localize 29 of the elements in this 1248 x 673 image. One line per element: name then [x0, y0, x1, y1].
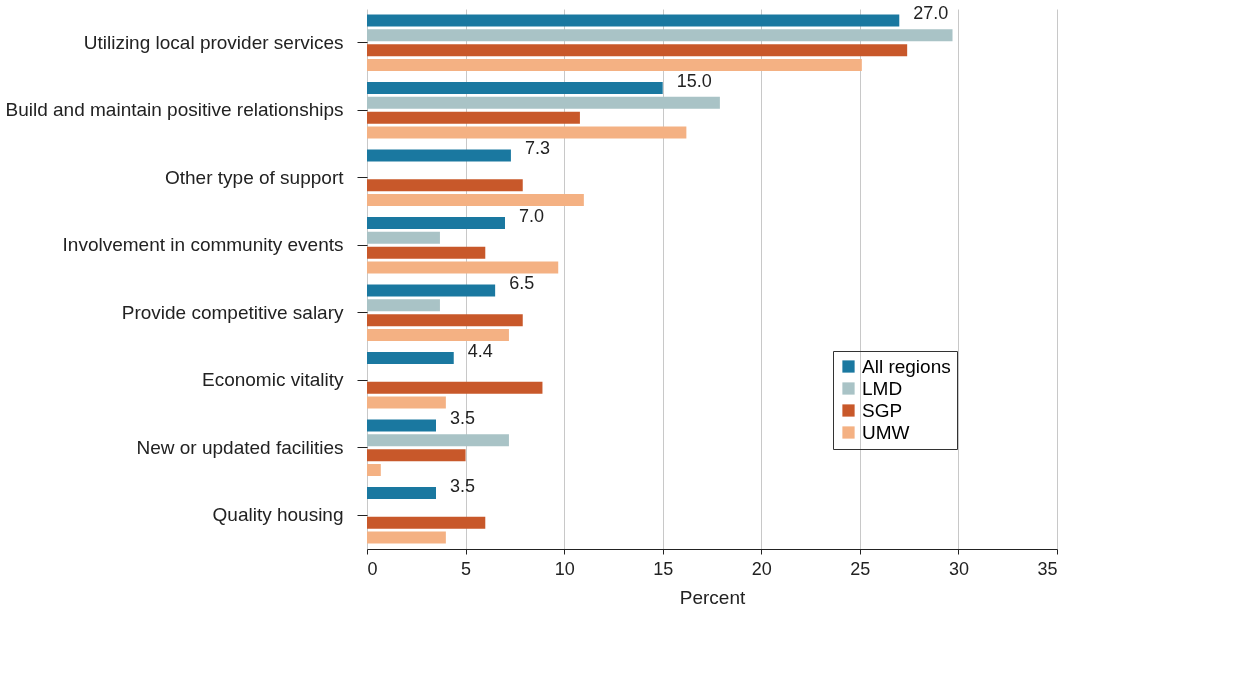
x-tick-label: 35 — [1037, 558, 1058, 579]
data-label: 27.0 — [913, 3, 949, 24]
x-tick-label: 20 — [751, 558, 772, 579]
x-tick-label: 0 — [367, 558, 378, 579]
legend-label: LMD — [862, 377, 903, 399]
y-tick-label: Involvement in community events — [62, 234, 344, 256]
y-tick-label: Utilizing local provider services — [83, 31, 344, 53]
data-label: 15.0 — [676, 70, 712, 91]
x-tick-label: 15 — [653, 558, 674, 579]
legend-label: SGP — [862, 399, 903, 421]
y-tick-label: Economic vitality — [202, 369, 344, 391]
y-tick-label: Quality housing — [212, 504, 344, 526]
legend-label: UMW — [862, 421, 910, 443]
data-label: 3.5 — [450, 475, 476, 496]
x-tick-label: 5 — [461, 558, 472, 579]
data-label: 3.5 — [450, 408, 476, 429]
legend-label: All regions — [862, 355, 951, 377]
y-tick-label: Other type of support — [165, 166, 345, 188]
y-tick-label: Build and maintain positive relationships — [5, 99, 344, 121]
data-label: 7.3 — [524, 138, 550, 159]
x-tick-label: 30 — [948, 558, 969, 579]
y-tick-label: Provide competitive salary — [121, 301, 344, 323]
data-label: 6.5 — [509, 273, 535, 294]
x-axis-title: Percent — [679, 586, 746, 608]
x-tick-label: 25 — [850, 558, 871, 579]
x-tick-label: 10 — [554, 558, 575, 579]
y-tick-label: New or updated facilities — [136, 436, 344, 458]
data-label: 4.4 — [467, 340, 493, 361]
data-label: 7.0 — [519, 205, 545, 226]
